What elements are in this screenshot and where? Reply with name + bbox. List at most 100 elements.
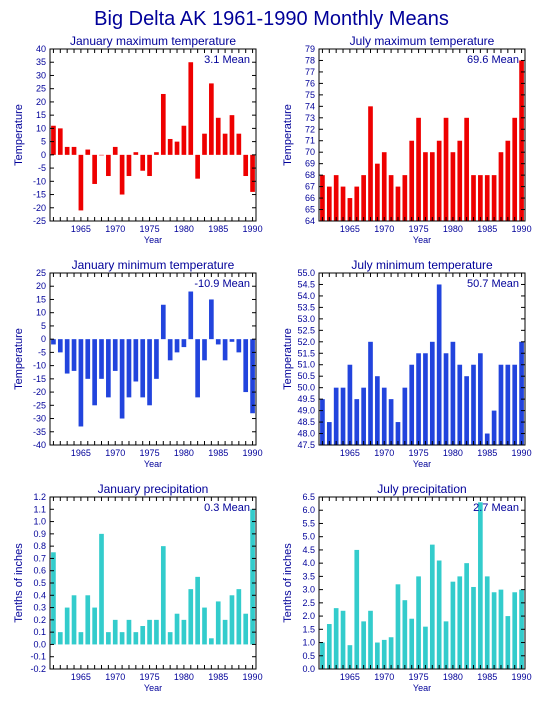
bar <box>65 339 70 373</box>
ylabel: Tenths of inches <box>13 543 25 623</box>
bar <box>347 365 352 445</box>
bar <box>512 365 517 445</box>
panel-jul-min-temp: July minimum temperature47.548.048.549.0… <box>277 257 536 475</box>
ytick-label: 5.5 <box>302 518 315 528</box>
bar <box>354 187 359 221</box>
panel-jan-max-temp: January maximum temperature-25-20-15-10-… <box>8 33 267 251</box>
xtick-label: 1975 <box>408 224 428 234</box>
ylabel: Temperature <box>282 104 294 166</box>
ytick-label: 0 <box>41 334 46 344</box>
ytick-label: 0.2 <box>33 615 46 625</box>
bar <box>512 118 517 221</box>
bar <box>416 118 421 221</box>
xtick-label: 1965 <box>71 224 91 234</box>
bar <box>161 546 166 644</box>
ytick-label: 1.2 <box>33 492 46 502</box>
bar <box>429 152 434 221</box>
ytick-label: -30 <box>33 414 46 424</box>
bar <box>340 187 345 221</box>
ylabel: Tenths of inches <box>282 543 294 623</box>
bar <box>223 339 228 360</box>
xtick-label: 1985 <box>208 224 228 234</box>
xtick-label: 1985 <box>208 448 228 458</box>
bar <box>388 399 393 445</box>
bar <box>443 118 448 221</box>
bar <box>333 175 338 221</box>
xlabel: Year <box>144 235 162 245</box>
bar <box>58 128 63 154</box>
ytick-label: 20 <box>36 97 46 107</box>
bar <box>237 134 242 155</box>
panel-title: January minimum temperature <box>72 258 235 272</box>
ytick-label: 1.0 <box>33 517 46 527</box>
bar <box>409 141 414 221</box>
bar <box>230 339 235 342</box>
bar <box>92 608 97 645</box>
xlabel: Year <box>412 459 430 469</box>
bar <box>416 353 421 445</box>
xtick-label: 1985 <box>477 448 497 458</box>
ytick-label: 65 <box>304 205 314 215</box>
xtick-label: 1985 <box>208 672 228 682</box>
bar <box>423 627 428 669</box>
panel-title: January precipitation <box>98 482 209 496</box>
ytick-label: -35 <box>33 427 46 437</box>
bar <box>147 620 152 645</box>
ytick-label: 0.9 <box>33 529 46 539</box>
bar <box>423 152 428 221</box>
bar <box>333 608 338 669</box>
bar <box>505 616 510 669</box>
bar <box>168 632 173 644</box>
bar <box>230 115 235 155</box>
bar <box>361 621 366 669</box>
bar <box>519 342 524 445</box>
ytick-label: 52.0 <box>297 337 315 347</box>
bar <box>175 614 180 645</box>
ytick-label: 1.5 <box>302 624 315 634</box>
bar <box>381 640 386 669</box>
bar <box>85 339 90 379</box>
ytick-label: 75 <box>304 90 314 100</box>
bar <box>113 620 118 645</box>
xlabel: Year <box>144 459 162 469</box>
xtick-label: 1975 <box>408 448 428 458</box>
bar <box>243 155 248 176</box>
panel-jan-precip: January precipitation-0.2-0.10.00.10.20.… <box>8 481 267 699</box>
bar <box>188 62 193 155</box>
panel-title: July maximum temperature <box>349 34 494 48</box>
bar <box>409 619 414 669</box>
xtick-label: 1985 <box>477 224 497 234</box>
bar <box>195 339 200 397</box>
ytick-label: 2.5 <box>302 598 315 608</box>
ytick-label: -40 <box>33 440 46 450</box>
bar <box>85 150 90 155</box>
bar <box>250 339 255 413</box>
bar <box>79 155 84 211</box>
bar <box>202 608 207 645</box>
ytick-label: -15 <box>33 374 46 384</box>
bar <box>65 147 70 155</box>
ytick-label: 74 <box>304 101 314 111</box>
bar <box>140 155 145 171</box>
ytick-label: 72 <box>304 124 314 134</box>
bar <box>223 134 228 155</box>
ytick-label: 48.0 <box>297 429 315 439</box>
ytick-label: 51.5 <box>297 348 315 358</box>
xtick-label: 1975 <box>140 448 160 458</box>
main-title: Big Delta AK 1961-1990 Monthly Means <box>8 8 535 31</box>
panel-jan-min-temp: January minimum temperature-40-35-30-25-… <box>8 257 267 475</box>
bar <box>58 339 63 352</box>
xtick-label: 1965 <box>71 672 91 682</box>
bar <box>478 502 483 669</box>
bar <box>99 534 104 645</box>
bar <box>505 141 510 221</box>
bar <box>72 595 77 644</box>
ytick-label: 52.5 <box>297 325 315 335</box>
bar <box>450 582 455 669</box>
bar <box>65 608 70 645</box>
bar <box>450 342 455 445</box>
bar <box>457 141 462 221</box>
ylabel: Temperature <box>13 104 25 166</box>
mean-label: 69.6 Mean <box>467 54 519 66</box>
xtick-label: 1975 <box>140 224 160 234</box>
